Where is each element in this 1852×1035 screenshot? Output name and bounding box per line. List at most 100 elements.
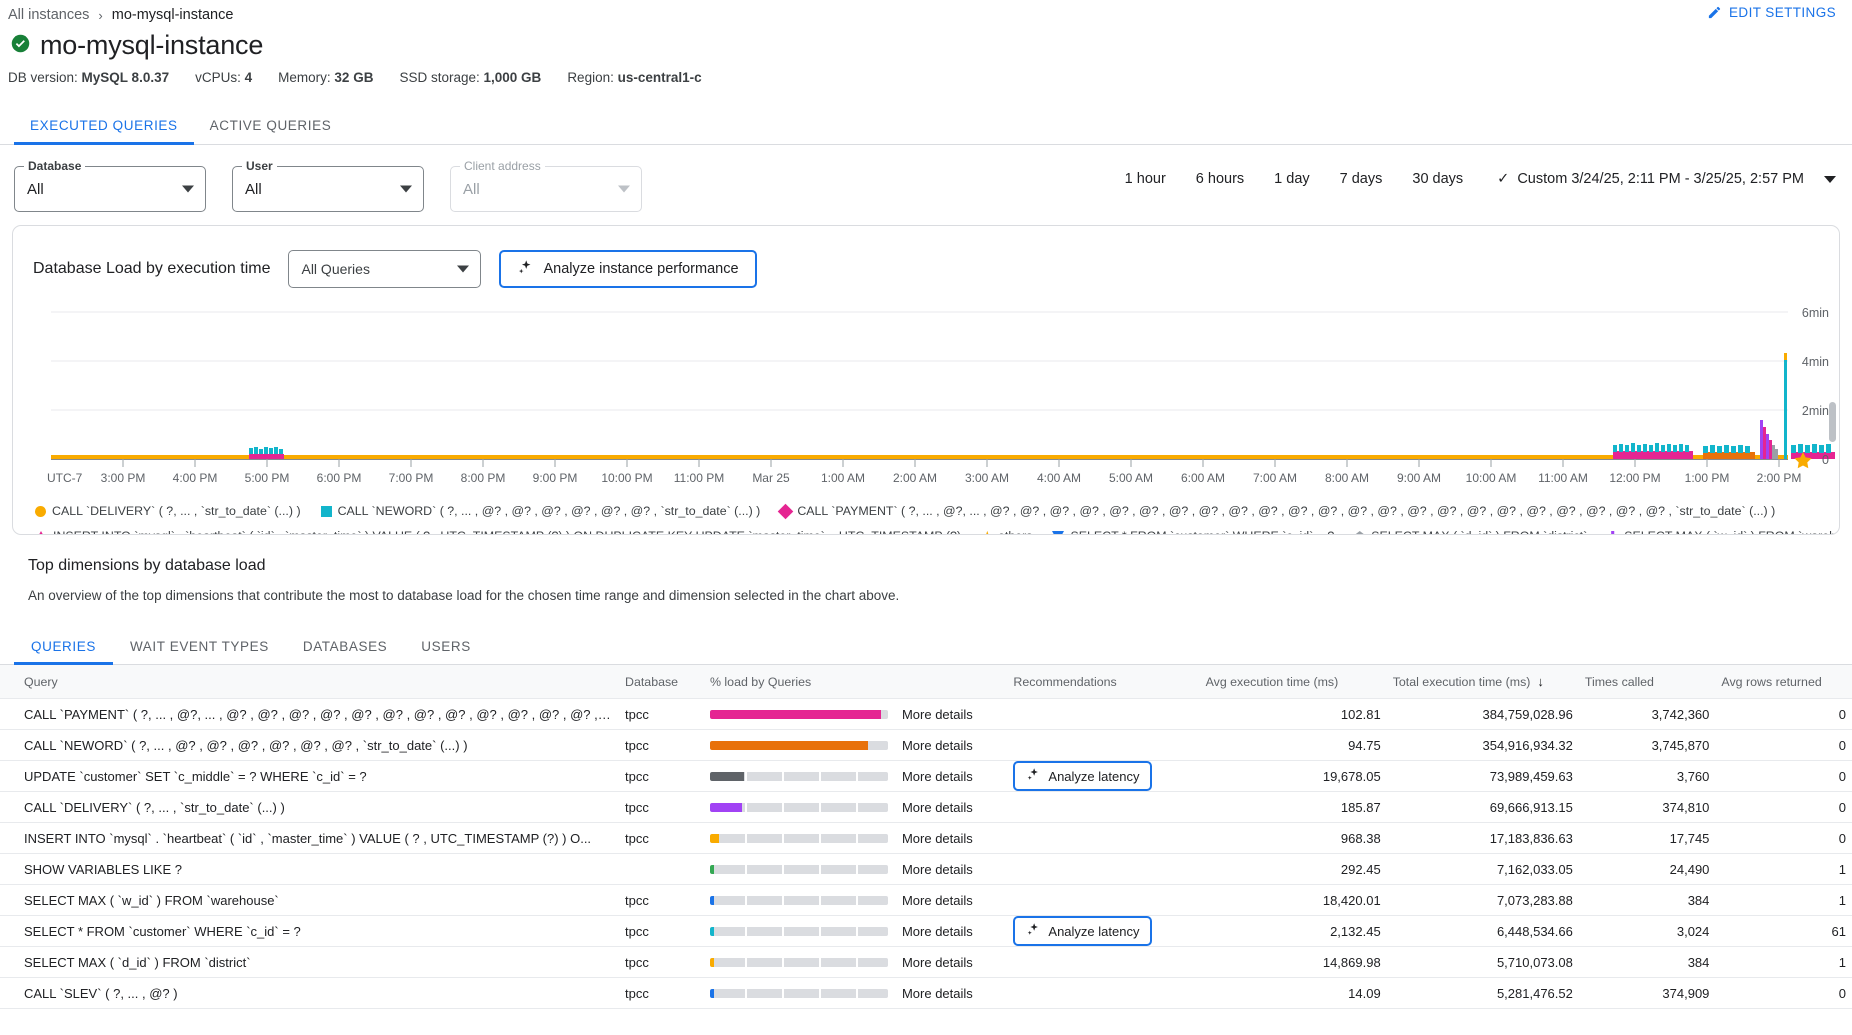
cell-recommendation — [1007, 729, 1200, 761]
cell-load: More details — [703, 729, 1008, 761]
cell-query[interactable]: SHOW VARIABLES LIKE ? — [0, 853, 620, 885]
chevron-down-icon — [618, 185, 630, 193]
more-details-link[interactable]: More details — [901, 923, 973, 939]
range-custom[interactable]: ✓ Custom 3/24/25, 2:11 PM - 3/25/25, 2:5… — [1497, 171, 1836, 187]
tab-queries[interactable]: QUERIES — [14, 639, 113, 665]
range-30-days[interactable]: 30 days — [1412, 171, 1464, 187]
col-avg-rows-returned[interactable]: Avg rows returned — [1715, 665, 1852, 699]
more-details-link[interactable]: More details — [901, 985, 973, 1001]
legend-item-neword[interactable]: CALL `NEWORD` ( ?, ... , @? , @? , @? , … — [320, 499, 760, 524]
cell-query[interactable]: SELECT MAX ( `d_id` ) FROM `district` — [0, 946, 620, 978]
legend-label-others: others — [998, 524, 1032, 534]
database-load-card: Database Load by execution time All Quer… — [12, 225, 1840, 535]
legend-item-payment[interactable]: CALL `PAYMENT` ( ?, ... , @?, ... , @? ,… — [778, 499, 1775, 524]
legend-row-1: CALL `DELIVERY` ( ?, ... , `str_to_date`… — [35, 499, 1821, 524]
table-row[interactable]: CALL `PAYMENT` ( ?, ... , @?, ... , @? ,… — [0, 698, 1852, 730]
cell-total-exec-time: 5,710,073.08 — [1386, 946, 1579, 978]
table-row[interactable]: UPDATE `customer` SET `c_middle` = ? WHE… — [0, 760, 1852, 792]
table-row[interactable]: SELECT MAX ( `d_id` ) FROM `district` tpc… — [0, 946, 1852, 978]
cell-database: tpcc — [619, 698, 704, 730]
cell-recommendation — [1007, 884, 1200, 916]
legend-item-delivery[interactable]: CALL `DELIVERY` ( ?, ... , `str_to_date`… — [35, 499, 301, 524]
range-1-day[interactable]: 1 day — [1274, 171, 1310, 187]
pencil-icon — [1707, 5, 1722, 20]
svg-text:12:00 PM: 12:00 PM — [1609, 471, 1660, 485]
col-total-exec-time[interactable]: Total execution time (ms) ↓ — [1386, 665, 1579, 699]
table-header: Query Database % load by Queries Recomme… — [0, 665, 1852, 699]
cell-query[interactable]: CALL `SLEV` ( ?, ... , @? ) — [0, 977, 620, 1009]
meta-vcpus-value: 4 — [244, 70, 253, 85]
query-select[interactable]: All Queries — [288, 250, 482, 288]
database-load-chart[interactable]: UTC-7 3:00 PM 4:00 PM 5:00 PM 6:00 PM 7:… — [13, 304, 1839, 489]
cell-query[interactable]: INSERT INTO `mysql` . `heartbeat` ( `id`… — [0, 822, 620, 854]
check-circle-icon — [10, 33, 31, 59]
svg-text:9:00 AM: 9:00 AM — [1397, 471, 1441, 485]
col-load[interactable]: % load by Queries — [703, 665, 1008, 699]
edit-settings-button[interactable]: EDIT SETTINGS — [1707, 5, 1836, 20]
more-details-link[interactable]: More details — [901, 892, 973, 908]
legend-item-heartbeat[interactable]: INSERT INTO `mysql` . `heartbeat` ( `id`… — [35, 524, 961, 534]
more-details-link[interactable]: More details — [901, 861, 973, 877]
cell-load: More details — [703, 946, 1008, 978]
cell-avg-rows-returned: 0 — [1715, 729, 1852, 761]
tab-wait-event-types[interactable]: WAIT EVENT TYPES — [129, 639, 269, 654]
col-database[interactable]: Database — [619, 665, 704, 699]
chevron-down-icon — [182, 185, 194, 193]
more-details-link[interactable]: More details — [901, 768, 973, 784]
load-bar-fill — [709, 864, 714, 874]
analyze-instance-performance-button[interactable]: Analyze instance performance — [499, 250, 757, 288]
meta-region-label: Region: — [567, 70, 614, 85]
col-query[interactable]: Query — [0, 665, 620, 699]
user-filter[interactable]: User All — [232, 159, 424, 212]
cell-query[interactable]: CALL `DELIVERY` ( ?, ... , `str_to_date`… — [0, 791, 620, 823]
cell-query[interactable]: CALL `NEWORD` ( ?, ... , @? , @? , @? , … — [0, 729, 620, 761]
database-filter[interactable]: Database All — [14, 159, 206, 212]
range-6-hours[interactable]: 6 hours — [1195, 171, 1245, 187]
chart-scrollbar[interactable] — [1829, 402, 1836, 442]
table-row[interactable]: SELECT * FROM `customer` WHERE `c_id` = … — [0, 915, 1852, 947]
col-avg-exec-time[interactable]: Avg execution time (ms) — [1199, 665, 1387, 699]
table-row[interactable]: CALL `SLEV` ( ?, ... , @? ) tpcc More deta… — [0, 977, 1852, 1009]
legend-marker-square-icon — [320, 506, 332, 517]
more-details-link[interactable]: More details — [901, 830, 973, 846]
legend-item-select-max-district[interactable]: SELECT MAX ( `d_id` ) FROM `district` — [1354, 524, 1587, 534]
cell-avg-exec-time: 14,869.98 — [1199, 946, 1387, 978]
col-recommendations[interactable]: Recommendations — [1007, 665, 1200, 699]
cell-database — [619, 853, 704, 885]
cell-query[interactable]: UPDATE `customer` SET `c_middle` = ? WHE… — [0, 760, 620, 792]
tab-active-queries[interactable]: ACTIVE QUERIES — [209, 118, 332, 133]
more-details-link[interactable]: More details — [901, 706, 973, 722]
chart-timezone-label: UTC-7 — [47, 471, 83, 485]
table-row[interactable]: SELECT MAX ( `w_id` ) FROM `warehouse` tp… — [0, 884, 1852, 916]
breadcrumb-all-instances[interactable]: All instances — [8, 7, 90, 23]
legend-item-others[interactable]: ★ others — [981, 524, 1032, 534]
table-row[interactable]: CALL `DELIVERY` ( ?, ... , `str_to_date`… — [0, 791, 1852, 823]
tab-databases[interactable]: DATABASES — [302, 639, 388, 654]
load-bar — [709, 740, 888, 750]
cell-query[interactable]: SELECT * FROM `customer` WHERE `c_id` = … — [0, 915, 620, 947]
table-row[interactable]: SHOW VARIABLES LIKE ? More details 292.45 7… — [0, 853, 1852, 885]
table-body: CALL `PAYMENT` ( ?, ... , @?, ... , @? ,… — [0, 698, 1852, 1009]
dimensions-table: Query Database % load by Queries Recomme… — [0, 665, 1852, 1009]
table-row[interactable]: CALL `NEWORD` ( ?, ... , @? , @? , @? , … — [0, 729, 1852, 761]
legend-item-select-max-warehouse[interactable]: SELECT MAX ( `w_id` ) FROM `warehouse` — [1607, 524, 1839, 534]
cell-query[interactable]: SELECT MAX ( `w_id` ) FROM `warehouse` — [0, 884, 620, 916]
range-1-hour[interactable]: 1 hour — [1124, 171, 1166, 187]
cell-query[interactable]: CALL `PAYMENT` ( ?, ... , @?, ... , @? ,… — [0, 698, 620, 730]
analyze-latency-button[interactable]: Analyze latency — [1013, 916, 1153, 946]
tab-users[interactable]: USERS — [421, 639, 471, 654]
range-7-days[interactable]: 7 days — [1339, 171, 1383, 187]
more-details-link[interactable]: More details — [901, 799, 973, 815]
cell-load: More details — [703, 884, 1008, 916]
more-details-link[interactable]: More details — [901, 954, 973, 970]
col-times-called[interactable]: Times called — [1578, 665, 1716, 699]
instance-meta: DB version: MySQL 8.0.37 vCPUs: 4 Memory… — [0, 61, 1852, 85]
table-row[interactable]: INSERT INTO `mysql` . `heartbeat` ( `id`… — [0, 822, 1852, 854]
analyze-latency-button[interactable]: Analyze latency — [1013, 761, 1153, 791]
main-tabs: EXECUTED QUERIES ACTIVE QUERIES — [0, 103, 1852, 145]
top-dimensions-title: Top dimensions by database load — [28, 557, 266, 574]
analyze-latency-label: Analyze latency — [1048, 768, 1140, 784]
tab-executed-queries[interactable]: EXECUTED QUERIES — [14, 118, 194, 145]
legend-item-select-customer[interactable]: SELECT * FROM `customer` WHERE `c_id` = … — [1052, 524, 1334, 534]
more-details-link[interactable]: More details — [901, 737, 973, 753]
